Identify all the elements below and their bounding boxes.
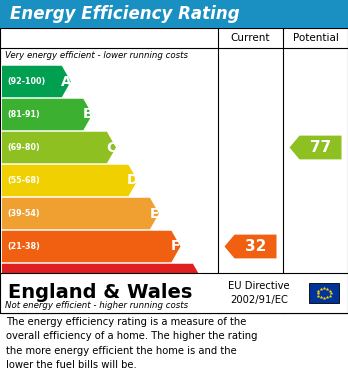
Text: Very energy efficient - lower running costs: Very energy efficient - lower running co… [5, 52, 188, 61]
Text: Energy Efficiency Rating: Energy Efficiency Rating [10, 5, 240, 23]
Text: (92-100): (92-100) [7, 77, 45, 86]
Text: (69-80): (69-80) [7, 143, 40, 152]
Polygon shape [224, 235, 277, 258]
Text: D: D [127, 174, 139, 188]
Text: A: A [61, 75, 72, 88]
Text: G: G [192, 273, 203, 287]
Bar [0, 0, 348, 28]
Bar [0, 273, 348, 313]
Text: Potential: Potential [293, 33, 339, 43]
Polygon shape [2, 264, 202, 295]
Bar [309, 283, 339, 303]
Polygon shape [2, 66, 71, 97]
Bar [0, 28, 348, 313]
Polygon shape [2, 132, 116, 163]
Text: (55-68): (55-68) [7, 176, 40, 185]
Text: F: F [171, 240, 181, 253]
Polygon shape [2, 99, 92, 130]
Text: (21-38): (21-38) [7, 242, 40, 251]
Text: 32: 32 [245, 239, 266, 254]
Text: The energy efficiency rating is a measure of the
overall efficiency of a home. T: The energy efficiency rating is a measur… [6, 317, 258, 370]
Text: England & Wales: England & Wales [8, 283, 192, 303]
Polygon shape [290, 136, 341, 160]
Text: (39-54): (39-54) [7, 209, 40, 218]
Text: 77: 77 [310, 140, 331, 155]
Polygon shape [2, 198, 159, 229]
Text: EU Directive
2002/91/EC: EU Directive 2002/91/EC [228, 282, 290, 305]
Text: (1-20): (1-20) [7, 275, 34, 284]
Text: C: C [106, 140, 117, 154]
Polygon shape [2, 165, 137, 196]
Polygon shape [2, 231, 181, 262]
Text: E: E [150, 206, 159, 221]
Text: Current: Current [231, 33, 270, 43]
Text: (81-91): (81-91) [7, 110, 40, 119]
Text: Not energy efficient - higher running costs: Not energy efficient - higher running co… [5, 301, 188, 310]
Text: B: B [82, 108, 93, 122]
